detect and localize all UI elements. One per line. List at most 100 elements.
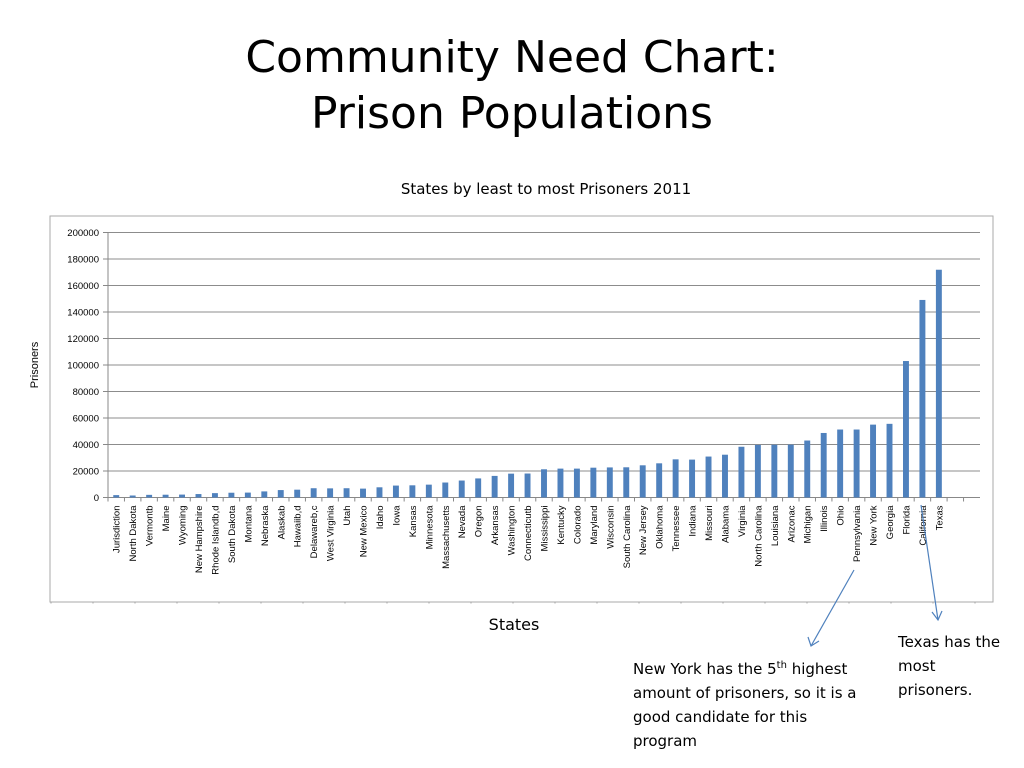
x-tick-label: Kansas [408, 505, 419, 537]
bar [771, 444, 778, 498]
x-tick-label: Washington [507, 506, 518, 556]
bar [409, 485, 416, 498]
bar [343, 488, 350, 498]
x-tick-label: Wyoming [178, 506, 189, 546]
x-tick-label: Oregon [474, 506, 485, 538]
chart-frame [49, 215, 994, 603]
x-tick-label: South Carolina [622, 505, 633, 569]
bar [458, 480, 465, 498]
bar [392, 485, 399, 498]
y-tick-label: 80000 [73, 387, 99, 398]
x-tick-label: Michigan [803, 506, 814, 544]
slide-title-line1: Community Need Chart: [245, 32, 779, 83]
newyork-annotation-prefix: New York has the 5 [633, 660, 777, 678]
x-tick-label: New Jersey [638, 505, 649, 555]
y-tick-label: 180000 [67, 255, 99, 266]
bar [919, 299, 926, 498]
x-tick-label: Hawaiib,d [293, 506, 304, 548]
bar [113, 495, 120, 498]
x-tick-label: Florida [901, 505, 912, 535]
x-tick-label: Arkansas [490, 505, 501, 545]
bar [738, 446, 745, 498]
bar [162, 494, 169, 498]
y-tick-label: 200000 [67, 228, 99, 239]
x-tick-label: Iowa [391, 505, 402, 526]
bar [722, 454, 728, 498]
x-tick-label: Vermontb [145, 506, 156, 547]
bar [903, 361, 909, 498]
x-tick-label: Colorado [572, 506, 583, 545]
chart-title: States by least to most Prisoners 2011 [400, 180, 692, 198]
x-tick-label: Ohio [836, 506, 847, 526]
bar [557, 468, 564, 498]
y-tick-label: 60000 [73, 414, 99, 425]
bar [475, 478, 482, 498]
slide-title: Community Need Chart: Prison Populations [0, 30, 1024, 142]
newyork-annotation: New York has the 5th highest amount of p… [633, 654, 873, 753]
y-tick-label: 20000 [73, 467, 99, 478]
x-axis-title: States [489, 615, 540, 634]
x-tick-label: Delawareb,c [309, 505, 320, 558]
texas-arrow-head [931, 610, 943, 622]
bar [179, 494, 185, 498]
bar [870, 424, 877, 498]
bar [623, 467, 630, 498]
x-tick-label: Louisiana [770, 505, 781, 546]
x-tick-label: North Dakota [128, 505, 139, 562]
bar [244, 492, 251, 498]
bar [508, 473, 515, 498]
bar [129, 495, 136, 498]
x-tick-label: Massachusetts [441, 505, 452, 569]
x-tick-label: Texas [934, 505, 945, 530]
slide-title-line2: Prison Populations [311, 88, 713, 139]
x-tick-label: Tennessee [671, 506, 682, 552]
x-tick-label: Mississippi [540, 506, 551, 552]
newyork-arrow [810, 569, 855, 647]
bar [754, 444, 761, 498]
x-tick-label: New Mexico [359, 506, 370, 558]
y-tick-label: 0 [94, 493, 99, 504]
x-tick-label: Alabama [720, 505, 731, 543]
x-tick-label: Jurisdiction [112, 506, 123, 554]
newyork-annotation-rest: highest amount of prisoners, so it is a … [633, 660, 857, 750]
newyork-annotation-sup: th [776, 660, 787, 671]
x-tick-label: Georgia [885, 505, 896, 540]
x-tick-label: South Dakota [227, 505, 238, 563]
bar [228, 492, 235, 498]
x-tick-label: Virginia [737, 505, 748, 537]
bar [804, 440, 811, 498]
x-tick-label: Pennsylvania [852, 505, 863, 562]
x-tick-label: Maryland [589, 506, 600, 545]
bar [277, 490, 284, 498]
bar [656, 463, 663, 498]
texas-arrow [920, 504, 939, 621]
bar [211, 493, 218, 498]
x-tick-label: Minnesota [424, 505, 435, 550]
bar [310, 488, 317, 498]
x-tick-label: Alaskab [276, 506, 287, 540]
x-tick-label: Idaho [375, 506, 386, 530]
bar [376, 487, 383, 498]
x-tick-label: Missouri [704, 506, 715, 541]
x-tick-label: Wisconsin [605, 506, 616, 549]
bar [837, 429, 844, 498]
bar [491, 475, 498, 498]
bar [787, 444, 794, 498]
bar [541, 469, 547, 498]
bar [886, 423, 893, 498]
x-tick-label: North Carolina [753, 505, 764, 567]
x-tick-label: Nebraska [260, 505, 271, 546]
x-tick-label: New York [869, 505, 880, 545]
bar [360, 488, 366, 498]
bar [327, 488, 334, 498]
newyork-arrow-head [807, 636, 820, 647]
bar [573, 468, 580, 498]
x-tick-label: Kentucky [556, 505, 567, 544]
x-tick-label: West Virginia [326, 505, 337, 561]
texas-annotation: Texas has the most prisoners. [898, 633, 1001, 699]
bar [146, 494, 153, 498]
y-tick-label: 40000 [73, 440, 99, 451]
bar [689, 459, 696, 498]
bar [590, 467, 597, 498]
